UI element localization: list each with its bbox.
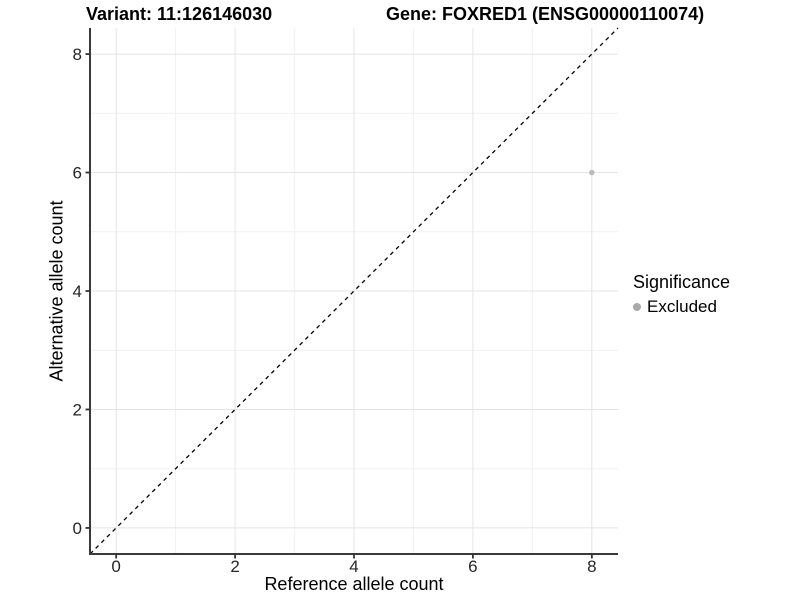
variant-title: Variant: 11:126146030	[86, 4, 273, 24]
legend-entry-label: Excluded	[647, 297, 717, 316]
y-axis-tick-label: 4	[73, 282, 82, 301]
legend-entry-excluded: Excluded	[633, 297, 730, 317]
data-point-excluded	[589, 169, 595, 176]
legend: Significance Excluded	[633, 272, 730, 317]
y-axis-title: Alternative allele count	[46, 200, 67, 382]
excluded-point-icon	[633, 303, 641, 311]
x-axis-title: Reference allele count	[264, 574, 444, 594]
y-axis-tick-label: 8	[73, 45, 82, 64]
x-axis-tick-label: 0	[111, 557, 120, 576]
x-axis-tick-label: 4	[349, 557, 358, 576]
y-axis-tick-label: 2	[73, 400, 82, 419]
legend-title: Significance	[633, 272, 731, 292]
x-axis-tick-label: 8	[587, 557, 596, 576]
y-axis-tick-label: 0	[73, 519, 82, 538]
x-axis-tick-label: 6	[468, 557, 477, 576]
y-axis-tick-label: 6	[73, 164, 82, 183]
gene-title: Gene: FOXRED1 (ENSG00000110074)	[386, 4, 705, 24]
x-axis-tick-label: 2	[230, 557, 239, 576]
